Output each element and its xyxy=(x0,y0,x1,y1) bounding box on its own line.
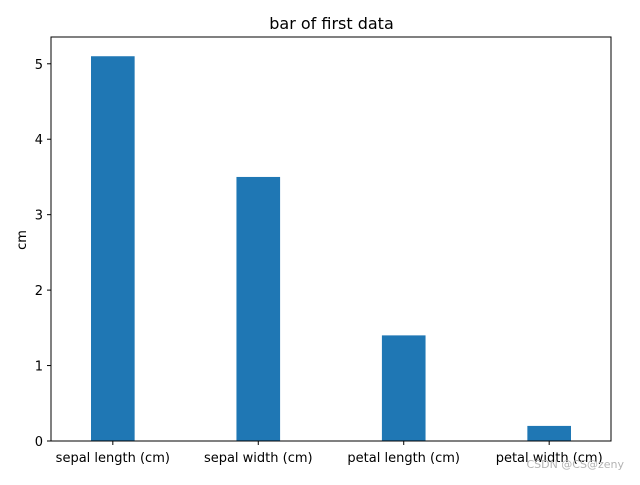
y-tick-label-3: 3 xyxy=(35,209,43,224)
bar-1 xyxy=(236,176,281,442)
y-axis-label: cm xyxy=(15,230,30,250)
bar-0 xyxy=(91,56,135,441)
y-tick-label-0: 0 xyxy=(35,435,43,450)
x-tick-label-0: sepal length (cm) xyxy=(56,451,170,466)
bar-3 xyxy=(527,425,571,441)
chart-title: bar of first data xyxy=(269,14,394,33)
watermark: CSDN @CS@zeny xyxy=(526,458,624,471)
x-ticks-group: sepal length (cm) sepal width (cm) petal l… xyxy=(56,441,603,466)
x-tick-label-1: sepal width (cm) xyxy=(204,451,313,466)
y-ticks-group: 0 1 2 3 4 5 xyxy=(35,58,51,450)
bar-2 xyxy=(381,335,426,441)
y-tick-label-2: 2 xyxy=(35,284,43,299)
y-tick-label-5: 5 xyxy=(35,58,43,73)
y-tick-label-1: 1 xyxy=(35,360,43,375)
bars-group xyxy=(91,56,571,442)
plot-frame xyxy=(50,36,612,442)
y-tick-label-4: 4 xyxy=(35,133,43,148)
x-tick-label-2: petal length (cm) xyxy=(347,451,460,466)
x-tick-label-3: petal width (cm) xyxy=(496,451,603,466)
